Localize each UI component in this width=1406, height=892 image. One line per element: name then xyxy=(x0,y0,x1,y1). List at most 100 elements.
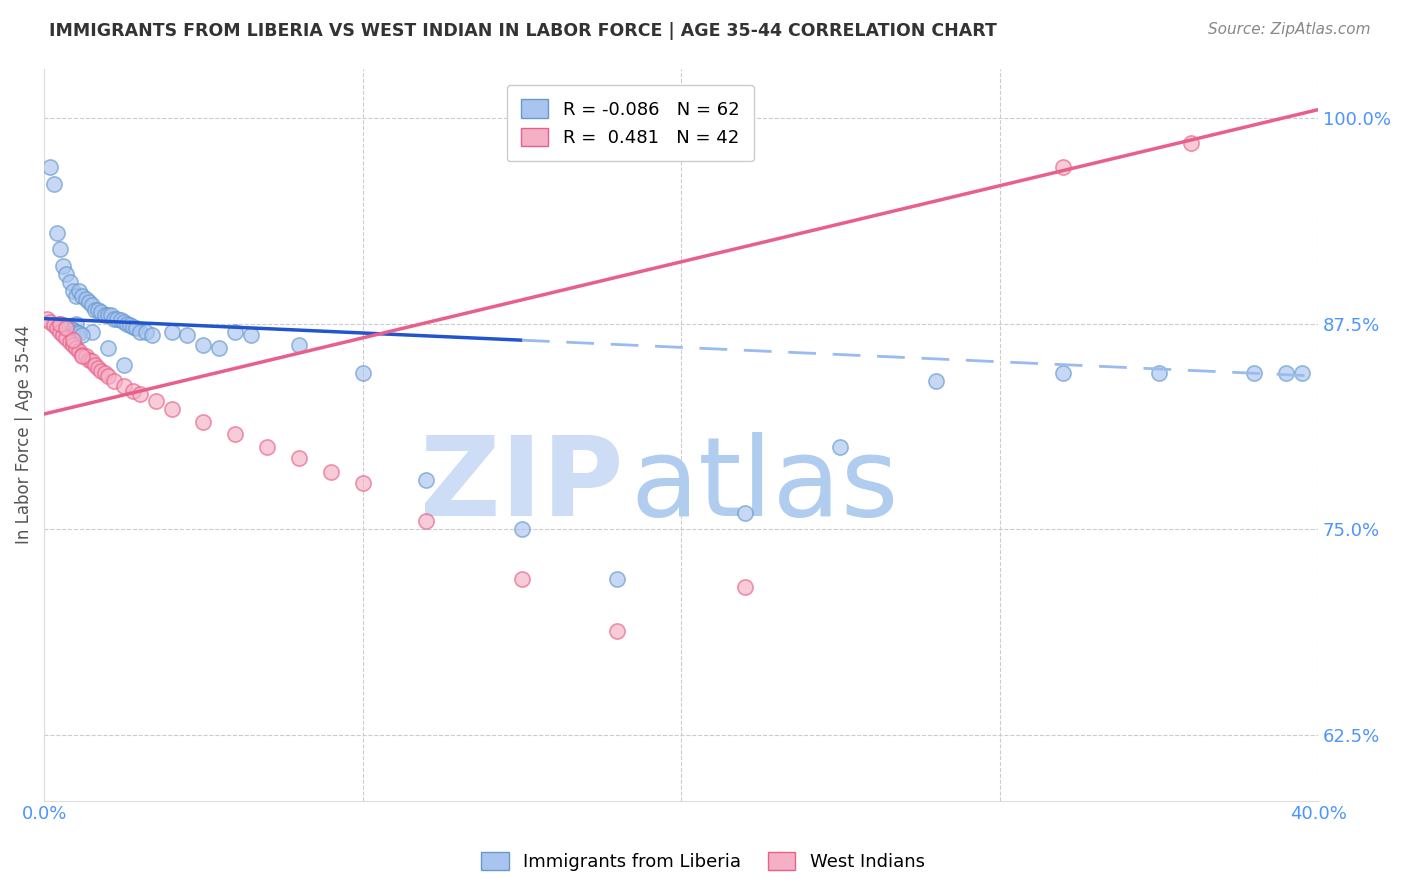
Text: Source: ZipAtlas.com: Source: ZipAtlas.com xyxy=(1208,22,1371,37)
Text: ZIP: ZIP xyxy=(420,433,624,540)
Point xyxy=(734,580,756,594)
Point xyxy=(72,288,94,302)
Point xyxy=(145,393,167,408)
Point xyxy=(90,305,112,319)
Point xyxy=(49,317,72,331)
Point xyxy=(112,315,135,329)
Point xyxy=(52,318,75,333)
Point xyxy=(1052,366,1074,380)
Legend: R = -0.086   N = 62, R =  0.481   N = 42: R = -0.086 N = 62, R = 0.481 N = 42 xyxy=(506,85,754,161)
Point xyxy=(67,326,90,341)
Point xyxy=(176,328,198,343)
Point xyxy=(97,341,120,355)
Point xyxy=(1147,366,1170,380)
Point xyxy=(830,440,852,454)
Point xyxy=(93,366,115,380)
Point xyxy=(77,352,100,367)
Point xyxy=(65,288,87,302)
Point xyxy=(1243,366,1265,380)
Point xyxy=(160,402,183,417)
Y-axis label: In Labor Force | Age 35-44: In Labor Force | Age 35-44 xyxy=(15,325,32,544)
Point xyxy=(42,318,65,333)
Point xyxy=(288,451,311,466)
Point xyxy=(55,321,77,335)
Point xyxy=(97,308,120,322)
Point xyxy=(141,328,163,343)
Point xyxy=(55,267,77,281)
Point xyxy=(49,243,72,257)
Point xyxy=(415,473,437,487)
Point xyxy=(55,331,77,345)
Point xyxy=(62,333,84,347)
Point xyxy=(319,465,342,479)
Point xyxy=(75,292,97,306)
Point xyxy=(75,350,97,364)
Point xyxy=(80,325,103,339)
Point xyxy=(122,319,145,334)
Point xyxy=(606,624,628,639)
Legend: Immigrants from Liberia, West Indians: Immigrants from Liberia, West Indians xyxy=(474,845,932,879)
Point xyxy=(62,284,84,298)
Point xyxy=(110,313,132,327)
Point xyxy=(115,317,138,331)
Point xyxy=(39,160,62,174)
Point xyxy=(224,325,246,339)
Point xyxy=(67,284,90,298)
Point xyxy=(208,341,231,355)
Point xyxy=(1052,160,1074,174)
Point xyxy=(77,295,100,310)
Point xyxy=(52,259,75,273)
Point xyxy=(606,572,628,586)
Point xyxy=(193,415,215,429)
Text: atlas: atlas xyxy=(630,433,898,540)
Point xyxy=(135,325,157,339)
Point xyxy=(84,303,107,318)
Point xyxy=(112,358,135,372)
Point xyxy=(125,321,148,335)
Point xyxy=(112,379,135,393)
Point xyxy=(925,374,948,388)
Point xyxy=(45,226,67,240)
Point xyxy=(45,321,67,335)
Point xyxy=(160,325,183,339)
Point xyxy=(52,328,75,343)
Point xyxy=(84,358,107,372)
Point xyxy=(352,476,374,491)
Point xyxy=(37,311,59,326)
Point xyxy=(72,350,94,364)
Point xyxy=(65,317,87,331)
Point xyxy=(80,298,103,312)
Point xyxy=(90,364,112,378)
Point xyxy=(67,344,90,359)
Point xyxy=(122,384,145,398)
Point xyxy=(415,514,437,528)
Point xyxy=(65,325,87,339)
Point xyxy=(240,328,263,343)
Point xyxy=(128,325,150,339)
Point xyxy=(224,426,246,441)
Point xyxy=(49,317,72,331)
Text: IMMIGRANTS FROM LIBERIA VS WEST INDIAN IN LABOR FORCE | AGE 35-44 CORRELATION CH: IMMIGRANTS FROM LIBERIA VS WEST INDIAN I… xyxy=(49,22,997,40)
Point xyxy=(62,338,84,352)
Point xyxy=(352,366,374,380)
Point xyxy=(87,360,110,375)
Point xyxy=(1180,136,1202,150)
Point xyxy=(58,321,80,335)
Point xyxy=(49,325,72,339)
Point xyxy=(103,311,125,326)
Point xyxy=(93,308,115,322)
Point xyxy=(128,387,150,401)
Point xyxy=(734,506,756,520)
Point xyxy=(288,338,311,352)
Point xyxy=(105,311,128,326)
Point xyxy=(100,308,122,322)
Point xyxy=(1275,366,1298,380)
Point xyxy=(103,374,125,388)
Point xyxy=(39,315,62,329)
Point xyxy=(97,369,120,384)
Point xyxy=(72,328,94,343)
Point xyxy=(87,303,110,318)
Point xyxy=(65,341,87,355)
Point xyxy=(58,334,80,349)
Point xyxy=(42,177,65,191)
